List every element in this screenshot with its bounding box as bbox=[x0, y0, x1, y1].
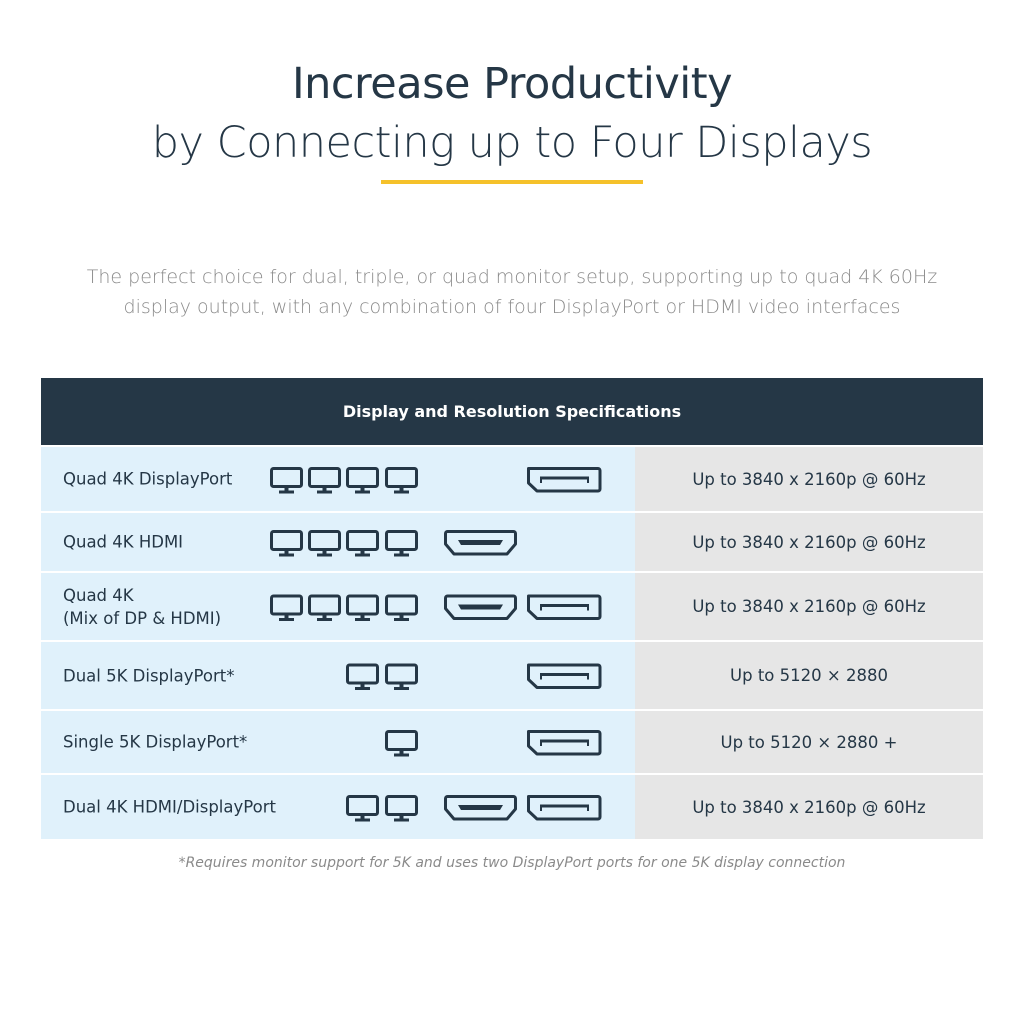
monitor-icon bbox=[385, 530, 418, 557]
spec-table: Display and Resolution Specifications Qu… bbox=[41, 378, 983, 839]
hdmi-icon bbox=[444, 594, 517, 620]
footnote: *Requires monitor support for 5K and use… bbox=[178, 855, 846, 871]
table-row: Dual 4K HDMI/DisplayPort Up to 3840 x 21… bbox=[41, 773, 983, 839]
row-spec: Up to 3840 x 2160p @ 60Hz bbox=[635, 573, 983, 640]
monitor-icon bbox=[385, 467, 418, 494]
displayport-icon bbox=[527, 795, 602, 821]
table-row: Quad 4K DisplayPort Up to 3840 x 2160p @… bbox=[41, 445, 983, 511]
monitor-icon bbox=[270, 594, 303, 621]
monitor-icon bbox=[385, 795, 418, 822]
row-label: Quad 4K (Mix of DP & HDMI) bbox=[63, 585, 222, 628]
displayport-icon bbox=[527, 663, 602, 689]
monitor-icon bbox=[346, 795, 379, 822]
connection-icons bbox=[385, 730, 602, 757]
row-spec: Up to 3840 x 2160p @ 60Hz bbox=[635, 775, 983, 839]
monitor-icon bbox=[308, 594, 341, 621]
monitor-icon bbox=[385, 663, 418, 690]
displayport-icon bbox=[527, 730, 602, 756]
accent-divider bbox=[381, 180, 643, 184]
monitor-icon bbox=[346, 467, 379, 494]
monitor-icon bbox=[270, 530, 303, 557]
row-label: Dual 5K DisplayPort* bbox=[63, 666, 235, 685]
table-row: Single 5K DisplayPort* Up to 5120 × 2880… bbox=[41, 709, 983, 773]
monitor-icon bbox=[270, 467, 303, 494]
row-spec: Up to 5120 × 2880 + bbox=[635, 711, 983, 773]
table-row: Quad 4K HDMI Up to 3840 x 2160p @ 60Hz bbox=[41, 511, 983, 571]
monitor-icon bbox=[346, 594, 379, 621]
row-label: Quad 4K HDMI bbox=[63, 532, 184, 552]
displayport-icon bbox=[527, 467, 602, 493]
row-label: Quad 4K DisplayPort bbox=[63, 469, 233, 489]
row-spec: Up to 3840 x 2160p @ 60Hz bbox=[635, 513, 983, 571]
table-header: Display and Resolution Specifications bbox=[41, 378, 983, 445]
hdmi-icon bbox=[444, 795, 517, 821]
row-label: Single 5K DisplayPort* bbox=[63, 732, 248, 752]
connection-icons bbox=[346, 795, 602, 822]
row-spec: Up to 3840 x 2160p @ 60Hz bbox=[635, 447, 983, 511]
row-config-cell: Quad 4K HDMI bbox=[41, 513, 635, 571]
monitor-icon bbox=[346, 530, 379, 557]
title-line-2: by Connecting up to Four Displays bbox=[151, 118, 873, 168]
connection-icons bbox=[346, 663, 602, 690]
row-config-cell: Quad 4K (Mix of DP & HDMI) bbox=[41, 573, 635, 640]
hdmi-icon bbox=[444, 530, 517, 556]
monitor-icon bbox=[308, 530, 341, 557]
subtitle: The perfect choice for dual, triple, or … bbox=[86, 266, 938, 318]
row-config-cell: Dual 5K DisplayPort* bbox=[41, 642, 635, 709]
row-label: Dual 4K HDMI/DisplayPort bbox=[63, 797, 276, 817]
monitor-icon bbox=[346, 663, 379, 690]
table-row: Quad 4K (Mix of DP & HDMI) Up to 3840 x … bbox=[41, 571, 983, 640]
row-config-cell: Dual 4K HDMI/DisplayPort bbox=[41, 775, 635, 839]
connection-icons bbox=[270, 530, 517, 557]
connection-icons bbox=[270, 594, 602, 621]
monitor-icon bbox=[385, 594, 418, 621]
connection-icons bbox=[270, 467, 602, 494]
table-row: Dual 5K DisplayPort* Up to 5120 × 2880 bbox=[41, 640, 983, 709]
monitor-icon bbox=[385, 730, 418, 757]
row-config-cell: Single 5K DisplayPort* bbox=[41, 711, 635, 773]
row-config-cell: Quad 4K DisplayPort bbox=[41, 447, 635, 511]
displayport-icon bbox=[527, 594, 602, 620]
row-spec: Up to 5120 × 2880 bbox=[635, 642, 983, 709]
title-line-1: Increase Productivity bbox=[291, 59, 733, 109]
monitor-icon bbox=[308, 467, 341, 494]
